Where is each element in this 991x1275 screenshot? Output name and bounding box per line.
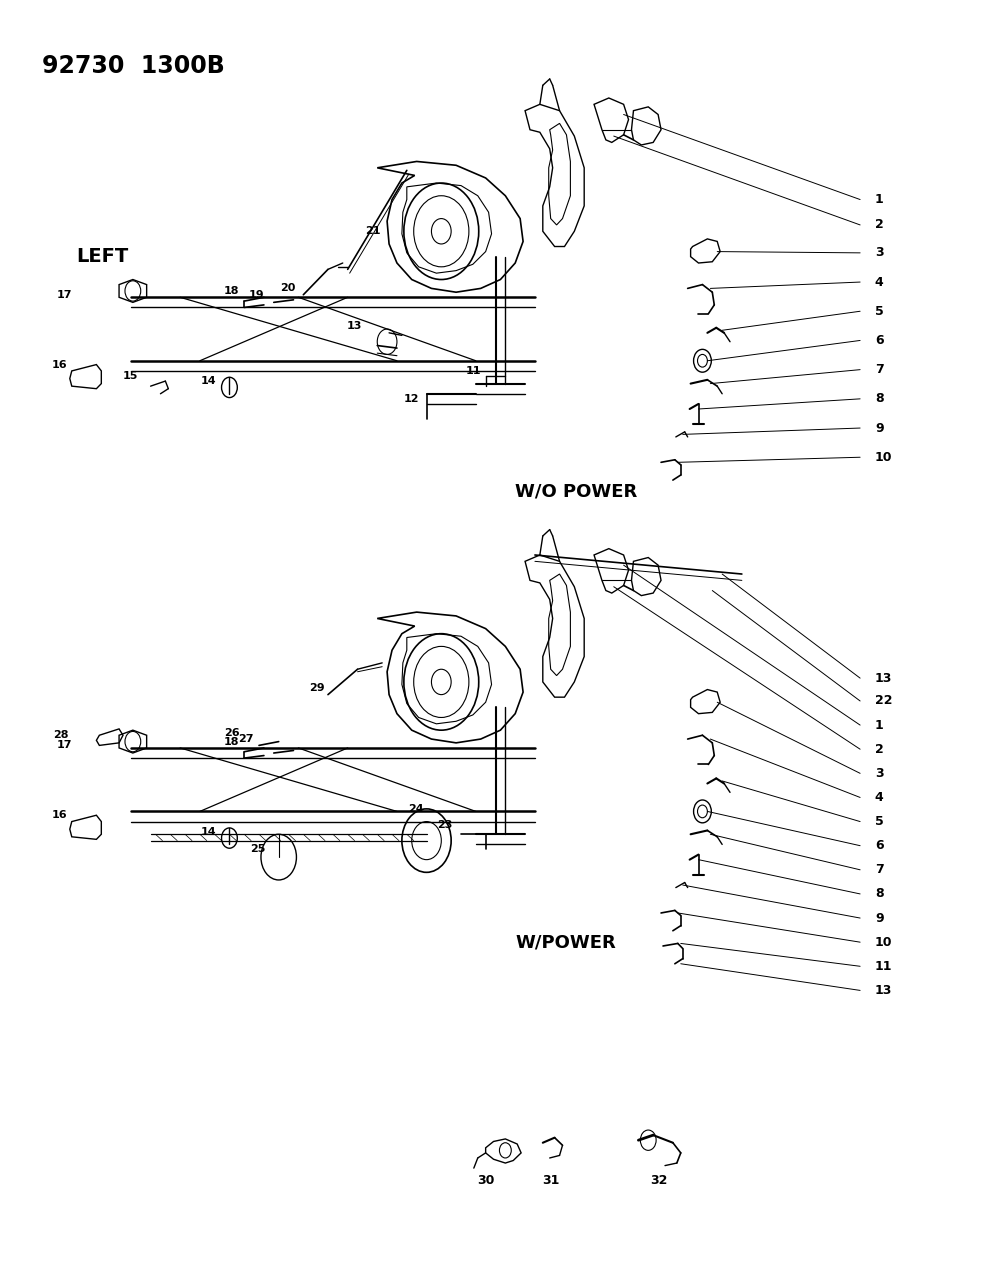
Text: 26: 26 — [224, 728, 239, 738]
Text: 4: 4 — [875, 275, 884, 288]
Text: 9: 9 — [875, 422, 884, 435]
Text: 13: 13 — [875, 672, 892, 685]
Text: 17: 17 — [56, 741, 71, 751]
Text: 22: 22 — [875, 695, 893, 708]
Text: 5: 5 — [875, 815, 884, 827]
Text: 18: 18 — [224, 286, 239, 296]
Text: 19: 19 — [249, 289, 264, 300]
Text: W/POWER: W/POWER — [515, 933, 616, 951]
Text: 18: 18 — [224, 737, 239, 747]
Text: 15: 15 — [123, 371, 138, 381]
Text: 27: 27 — [239, 734, 254, 745]
Text: 28: 28 — [54, 731, 68, 741]
Text: 16: 16 — [52, 360, 66, 370]
Text: 12: 12 — [404, 394, 419, 404]
Text: 1: 1 — [875, 719, 884, 732]
Text: 17: 17 — [56, 289, 71, 300]
Text: 3: 3 — [875, 766, 884, 780]
Text: 32: 32 — [650, 1174, 668, 1187]
Text: 7: 7 — [875, 363, 884, 376]
Text: 2: 2 — [875, 218, 884, 232]
Text: W/O POWER: W/O POWER — [515, 482, 637, 501]
Text: 11: 11 — [875, 960, 893, 973]
Text: 3: 3 — [875, 246, 884, 259]
Text: 9: 9 — [875, 912, 884, 924]
Text: 8: 8 — [875, 393, 884, 405]
Text: 25: 25 — [251, 844, 266, 854]
Text: 24: 24 — [408, 803, 423, 813]
Text: 21: 21 — [365, 226, 381, 236]
Text: 6: 6 — [875, 839, 884, 852]
Text: 20: 20 — [280, 283, 295, 293]
Text: 6: 6 — [875, 334, 884, 347]
Text: 29: 29 — [309, 683, 325, 694]
Text: 5: 5 — [875, 305, 884, 317]
Text: 31: 31 — [542, 1174, 559, 1187]
Text: LEFT: LEFT — [76, 247, 129, 266]
Text: 7: 7 — [875, 863, 884, 876]
Text: 2: 2 — [875, 743, 884, 756]
Text: 14: 14 — [201, 826, 217, 836]
Text: 13: 13 — [347, 321, 363, 332]
Text: 8: 8 — [875, 887, 884, 900]
Text: 10: 10 — [875, 451, 893, 464]
Text: 30: 30 — [477, 1174, 495, 1187]
Text: 23: 23 — [437, 820, 452, 830]
Text: 10: 10 — [875, 936, 893, 949]
Text: 4: 4 — [875, 790, 884, 805]
Text: 92730  1300B: 92730 1300B — [43, 54, 225, 78]
Text: 16: 16 — [52, 810, 66, 820]
Text: 1: 1 — [875, 193, 884, 207]
Text: 14: 14 — [201, 376, 217, 386]
Text: 11: 11 — [465, 366, 481, 376]
Text: 13: 13 — [875, 984, 892, 997]
